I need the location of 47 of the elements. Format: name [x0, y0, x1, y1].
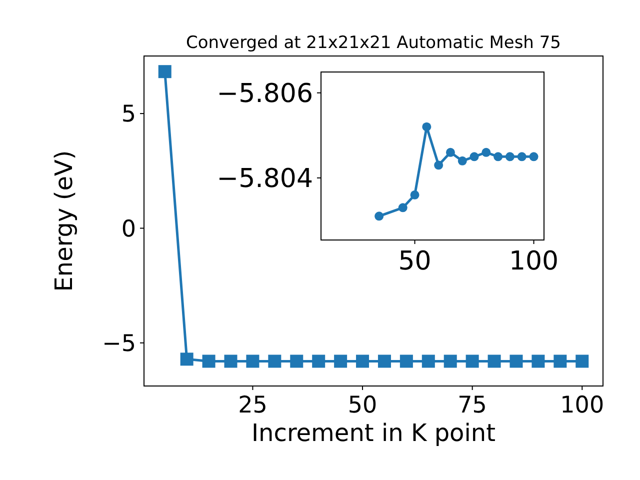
- x-tick-label: 50: [398, 246, 432, 276]
- point: [202, 354, 216, 368]
- point: [398, 203, 408, 212]
- y-tick-label: 5: [121, 102, 136, 128]
- point: [529, 152, 538, 162]
- x-tick-label: 25: [238, 392, 268, 419]
- point: [576, 354, 589, 368]
- y-axis-title: Energy (eV): [50, 150, 78, 292]
- point: [458, 156, 467, 166]
- point: [246, 354, 260, 368]
- point: [334, 354, 348, 368]
- point: [158, 65, 172, 78]
- point: [434, 160, 444, 170]
- point: [517, 152, 526, 162]
- point: [554, 354, 567, 368]
- point: [494, 152, 503, 162]
- point: [446, 148, 455, 157]
- point: [290, 354, 304, 368]
- y-tick-label: −5: [102, 330, 136, 357]
- point: [444, 354, 457, 368]
- point: [532, 354, 545, 368]
- point: [224, 354, 238, 368]
- x-tick-label: 50: [348, 392, 378, 419]
- point: [482, 148, 491, 157]
- point: [488, 354, 501, 368]
- point: [378, 354, 391, 368]
- point: [400, 354, 413, 368]
- chart-title: Converged at 21x21x21 Automatic Mesh 75: [186, 33, 561, 53]
- point: [356, 354, 370, 368]
- y-tick-label: −5.804: [216, 164, 313, 194]
- point: [268, 354, 282, 368]
- point: [374, 212, 384, 221]
- point: [422, 354, 435, 368]
- x-axis-title: Increment in K point: [251, 419, 496, 447]
- point: [422, 122, 432, 132]
- x-tick-label: 100: [508, 246, 559, 276]
- y-tick-label: −5.806: [216, 78, 313, 109]
- point: [312, 354, 326, 368]
- point: [510, 354, 523, 368]
- point: [410, 190, 420, 200]
- point: [470, 152, 479, 162]
- point: [466, 354, 479, 368]
- x-tick-label: 100: [560, 392, 604, 419]
- point: [505, 152, 514, 162]
- y-tick-label: 0: [121, 216, 136, 242]
- x-tick-label: 75: [458, 392, 487, 419]
- point: [180, 352, 194, 366]
